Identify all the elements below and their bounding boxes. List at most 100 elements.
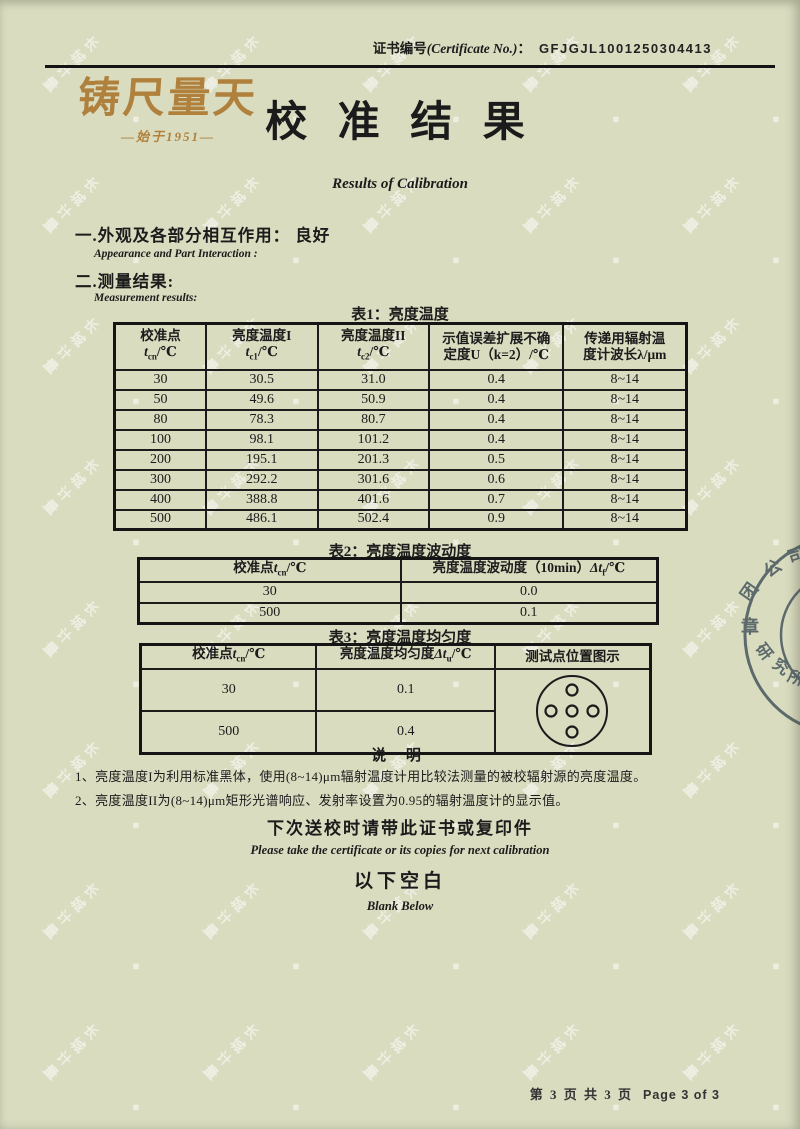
col-header: 测试点位置图示 — [493, 643, 652, 670]
table-row: 300 292.2 301.6 0.6 8~14 — [113, 468, 688, 491]
col-header: 亮度温度I tc1/℃ — [205, 322, 319, 371]
table-cell: 50 — [113, 388, 208, 411]
table-cell: 500 — [137, 601, 402, 625]
table-cell: 0.7 — [428, 488, 565, 511]
section-results: 二.测量结果: — [75, 272, 175, 291]
page-title: 校 准 结 果 — [265, 100, 535, 146]
table-row: 400 388.8 401.6 0.7 8~14 — [113, 488, 688, 511]
table-cell: 49.6 — [205, 388, 319, 411]
table-cell: 388.8 — [205, 488, 319, 511]
table-row: 50 49.6 50.9 0.4 8~14 — [113, 388, 688, 411]
certificate-label-zh: 证书编号 — [372, 41, 427, 56]
table-cell: 400 — [113, 488, 208, 511]
table-cell: 30 — [139, 667, 318, 712]
table-cell: 500 — [113, 508, 208, 531]
section-appearance: 一.外观及各部分相互作用： 良好 — [75, 226, 331, 245]
table-cell: 0.4 — [428, 428, 565, 451]
table-cell: 80 — [113, 408, 208, 431]
col-header: 校准点tcn/℃ — [139, 643, 318, 670]
table-cell: 0.4 — [428, 368, 565, 391]
col-header: 示值误差扩展不确 定度U（k=2）/℃ — [428, 322, 565, 371]
next-calibration-notice-en: Please take the certificate or its copie… — [250, 843, 550, 857]
table1-caption: 表1：亮度温度 — [351, 307, 449, 323]
table-cell: 98.1 — [205, 428, 319, 451]
table-header-row: 校准点 tcn/℃ 亮度温度I tc1/℃ 亮度温度II tc2/℃ 示值误差扩展不确… — [113, 322, 688, 371]
col-header: 校准点tcn/℃ — [137, 557, 402, 583]
table-cell: 292.2 — [205, 468, 319, 491]
test-points-diagram-cell — [493, 667, 652, 754]
table-cell: 101.2 — [316, 428, 431, 451]
section-results-en: Measurement results: — [94, 292, 198, 304]
page-number: 第 3 页 共 3 页 Page 3 of 3 — [529, 1087, 720, 1102]
table-cell: 0.6 — [428, 468, 565, 491]
table-cell: 30 — [137, 580, 402, 604]
table-cell: 200 — [113, 448, 208, 471]
seal-char: 研 — [752, 640, 776, 664]
certificate-number-line: 证书编号(Certificate No.)： GFJGJL100125030441… — [372, 41, 712, 56]
note-item-2: 2、亮度温度II为(8~14)μm矩形光谱响应、发射率设置为0.95的辐射温度计… — [75, 793, 569, 808]
table1-luminance-temperature: 校准点 tcn/℃ 亮度温度I tc1/℃ 亮度温度II tc2/℃ 示值误差扩展不确… — [113, 322, 688, 531]
table3-caption: 表3：亮度温度均匀度 — [328, 630, 472, 646]
table-cell: 201.3 — [316, 448, 431, 471]
table-cell: 0.4 — [428, 388, 565, 411]
table-cell: 0.5 — [428, 448, 565, 471]
table-cell: 0.0 — [399, 580, 659, 604]
seal-char: 章 — [741, 616, 759, 637]
blank-below: 以下空白 — [353, 871, 446, 892]
table-cell: 78.3 — [205, 408, 319, 431]
table-cell: 0.4 — [428, 408, 565, 431]
blank-below-en: Blank Below — [366, 899, 434, 913]
table-cell: 8~14 — [562, 448, 688, 471]
table-row: 500 0.4 — [139, 709, 651, 755]
table-cell: 8~14 — [562, 368, 688, 391]
table-row: 30 0.0 — [137, 580, 659, 604]
table-cell: 8~14 — [562, 408, 688, 431]
table-cell: 30.5 — [205, 368, 319, 391]
table-cell: 30 — [113, 368, 208, 391]
brand-since: —始于1951— — [120, 129, 215, 145]
col-header: 亮度温度II tc2/℃ — [316, 322, 431, 371]
table-row: 500 0.1 — [137, 601, 659, 625]
table-row: 100 98.1 101.2 0.4 8~14 — [113, 428, 688, 451]
table-cell: 195.1 — [205, 448, 319, 471]
seal-char: 所 — [785, 667, 800, 689]
note-item-1: 1、亮度温度I为利用标准黑体，使用(8~14)μm辐射温度计用比较法测量的被校辐… — [75, 769, 647, 784]
table-cell: 301.6 — [316, 468, 431, 491]
table-cell: 8~14 — [562, 468, 688, 491]
table2-caption: 表2：亮度温度波动度 — [328, 544, 472, 560]
notes-title: 说 明 — [371, 748, 429, 764]
table-cell: 0.1 — [315, 667, 496, 712]
table2-fluctuation: 校准点tcn/℃ 亮度温度波动度（10min）Δtf/℃ 30 0.0 500 0.… — [137, 557, 659, 626]
table-cell: 401.6 — [316, 488, 431, 511]
table-cell: 486.1 — [205, 508, 319, 531]
page-title-en: Results of Calibration — [332, 176, 468, 192]
table-cell: 0.4 — [315, 709, 496, 755]
col-header: 亮度温度波动度（10min）Δtf/℃ — [399, 557, 659, 583]
table-row: 500 486.1 502.4 0.9 8~14 — [113, 508, 688, 531]
table-row: 80 78.3 80.7 0.4 8~14 — [113, 408, 688, 431]
table-header-row: 校准点tcn/℃ 亮度温度均匀度Δtu/℃ 测试点位置图示 — [139, 643, 652, 670]
table-cell: 500 — [139, 709, 318, 755]
table-cell: 8~14 — [562, 508, 688, 531]
table-row: 30 0.1 — [139, 667, 652, 754]
table-cell: 0.9 — [428, 508, 565, 531]
table-cell: 8~14 — [562, 388, 688, 411]
section-appearance-en: Appearance and Part Interaction : — [94, 248, 258, 260]
certificate-number: GFJGJL1001250304413 — [538, 41, 712, 56]
table-cell: 80.7 — [316, 408, 431, 431]
col-header: 亮度温度均匀度Δtu/℃ — [315, 643, 496, 670]
table-header-row: 校准点tcn/℃ 亮度温度波动度（10min）Δtf/℃ — [137, 557, 659, 583]
test-points-diagram — [536, 674, 609, 747]
table-cell: 31.0 — [316, 368, 431, 391]
table-row: 30 30.5 31.0 0.4 8~14 — [113, 368, 688, 391]
col-header: 传递用辐射温 度计波长λ/μm — [562, 322, 688, 371]
table-cell: 300 — [113, 468, 208, 491]
seal-char: 司 — [785, 544, 800, 567]
table-cell: 502.4 — [316, 508, 431, 531]
table-cell: 0.1 — [399, 601, 659, 625]
brand-logo: 铸尺量天 —始于1951— — [76, 76, 259, 145]
table-row: 200 195.1 201.3 0.5 8~14 — [113, 448, 688, 471]
table-cell: 8~14 — [562, 428, 688, 451]
